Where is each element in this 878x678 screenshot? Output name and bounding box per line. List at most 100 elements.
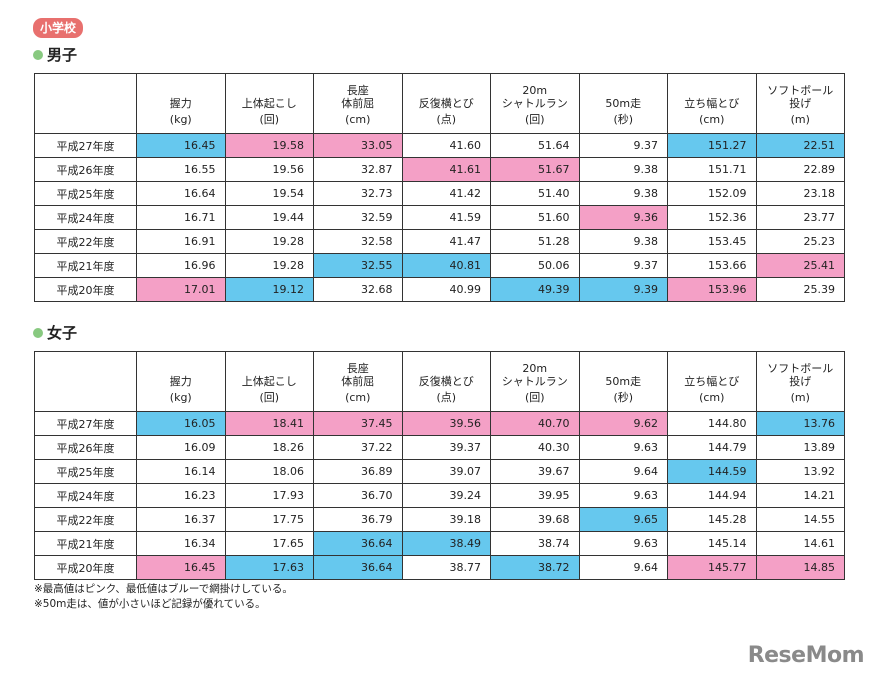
min-value-cell: 16.05 — [136, 411, 226, 436]
column-unit: (cm) — [313, 390, 403, 412]
girls-title-label: 女子 — [47, 324, 78, 342]
row-year-label: 平成22年度 — [34, 229, 137, 254]
value-cell: 19.44 — [224, 205, 314, 230]
max-value-cell: 25.41 — [755, 253, 845, 278]
value-cell: 9.37 — [578, 253, 668, 278]
value-cell: 23.18 — [755, 181, 845, 206]
row-year-label: 平成24年度 — [34, 483, 137, 508]
value-cell: 16.96 — [136, 253, 226, 278]
column-header: 20m シャトルラン — [490, 351, 580, 390]
column-header: 50m走 — [578, 73, 668, 112]
value-cell: 16.55 — [136, 157, 226, 182]
max-value-cell: 40.70 — [490, 411, 580, 436]
min-value-cell: 9.39 — [578, 277, 668, 302]
value-cell: 17.93 — [224, 483, 314, 508]
max-value-cell: 39.56 — [401, 411, 491, 436]
value-cell: 151.71 — [667, 157, 757, 182]
value-cell: 17.75 — [224, 507, 314, 532]
value-cell: 40.99 — [401, 277, 491, 302]
column-unit: (kg) — [136, 390, 226, 412]
value-cell: 152.09 — [667, 181, 757, 206]
min-value-cell: 16.45 — [136, 133, 226, 158]
value-cell: 9.38 — [578, 229, 668, 254]
column-unit: (cm) — [667, 112, 757, 134]
column-unit: (回) — [490, 390, 580, 412]
column-unit: (cm) — [667, 390, 757, 412]
column-unit: (cm) — [313, 112, 403, 134]
value-cell: 9.64 — [578, 459, 668, 484]
min-value-cell: 38.72 — [490, 555, 580, 580]
column-unit: (回) — [490, 112, 580, 134]
min-value-cell: 22.51 — [755, 133, 845, 158]
value-cell: 16.34 — [136, 531, 226, 556]
value-cell: 38.77 — [401, 555, 491, 580]
min-value-cell: 19.12 — [224, 277, 314, 302]
value-cell: 14.55 — [755, 507, 845, 532]
max-value-cell: 33.05 — [313, 133, 403, 158]
table-row: 平成20年度 16.45 17.63 36.64 38.77 38.72 9.64 145.7… — [34, 555, 845, 580]
table-row: 平成26年度 16.09 18.26 37.22 39.37 40.30 9.63 144.7… — [34, 435, 845, 460]
value-cell: 25.39 — [755, 277, 845, 302]
value-cell: 13.89 — [755, 435, 845, 460]
value-cell: 16.64 — [136, 181, 226, 206]
value-cell: 16.09 — [136, 435, 226, 460]
min-value-cell: 144.59 — [667, 459, 757, 484]
row-year-label: 平成22年度 — [34, 507, 137, 532]
value-cell: 25.23 — [755, 229, 845, 254]
max-value-cell: 41.61 — [401, 157, 491, 182]
column-unit: (m) — [755, 112, 845, 134]
value-cell: 39.24 — [401, 483, 491, 508]
max-value-cell: 37.45 — [313, 411, 403, 436]
column-header: 反復横とび — [401, 351, 491, 390]
min-value-cell: 13.76 — [755, 411, 845, 436]
column-unit: (kg) — [136, 112, 226, 134]
value-cell: 39.95 — [490, 483, 580, 508]
column-header: 50m走 — [578, 351, 668, 390]
max-value-cell: 17.01 — [136, 277, 226, 302]
value-cell: 32.73 — [313, 181, 403, 206]
table-row: 平成21年度 16.34 17.65 36.64 38.49 38.74 9.63 145.1… — [34, 531, 845, 556]
girls-fitness-table: 握力 上体起こし 長座 体前屈 反復横とび 20m シャトルラン 50m走 立ち幅とび ソフト… — [34, 351, 845, 580]
value-cell: 36.70 — [313, 483, 403, 508]
row-year-label: 平成27年度 — [34, 411, 137, 436]
value-cell: 14.61 — [755, 531, 845, 556]
column-header: 反復横とび — [401, 73, 491, 112]
value-cell: 39.18 — [401, 507, 491, 532]
max-value-cell: 18.41 — [224, 411, 314, 436]
value-cell: 144.94 — [667, 483, 757, 508]
min-value-cell: 40.81 — [401, 253, 491, 278]
table-row: 平成25年度 16.14 18.06 36.89 39.07 39.67 9.64 144.5… — [34, 459, 845, 484]
value-cell: 19.28 — [224, 253, 314, 278]
resemom-logo: ReseMom — [747, 643, 865, 668]
min-value-cell: 9.65 — [578, 507, 668, 532]
column-header: 20m シャトルラン — [490, 73, 580, 112]
school-level-badge: 小学校 — [33, 18, 84, 38]
column-header: 立ち幅とび — [667, 73, 757, 112]
header-corner-cell — [34, 73, 137, 134]
column-header: 立ち幅とび — [667, 351, 757, 390]
value-cell: 9.64 — [578, 555, 668, 580]
footnotes: ※最高値はピンク、最低値はブルーで網掛けしている。 ※50m走は、値が小さいほど… — [34, 582, 293, 612]
table-row: 平成24年度 16.71 19.44 32.59 41.59 51.60 9.36 152.3… — [34, 205, 845, 230]
value-cell: 14.21 — [755, 483, 845, 508]
column-unit: (点) — [401, 390, 491, 412]
min-value-cell: 36.64 — [313, 531, 403, 556]
value-cell: 39.07 — [401, 459, 491, 484]
value-cell: 51.28 — [490, 229, 580, 254]
value-cell: 32.59 — [313, 205, 403, 230]
value-cell: 37.22 — [313, 435, 403, 460]
value-cell: 39.37 — [401, 435, 491, 460]
column-unit: (秒) — [578, 390, 668, 412]
value-cell: 41.60 — [401, 133, 491, 158]
boys-fitness-table: 握力 上体起こし 長座 体前屈 反復横とび 20m シャトルラン 50m走 立ち幅とび ソフト… — [34, 73, 845, 302]
table-row: 平成20年度 17.01 19.12 32.68 40.99 49.39 9.39 153.9… — [34, 277, 845, 302]
value-cell: 39.67 — [490, 459, 580, 484]
max-value-cell: 19.58 — [224, 133, 314, 158]
table-row: 平成24年度 16.23 17.93 36.70 39.24 39.95 9.63 144.9… — [34, 483, 845, 508]
value-cell: 16.14 — [136, 459, 226, 484]
row-year-label: 平成25年度 — [34, 181, 137, 206]
column-header: 長座 体前屈 — [313, 351, 403, 390]
value-cell: 18.06 — [224, 459, 314, 484]
min-value-cell: 151.27 — [667, 133, 757, 158]
value-cell: 145.14 — [667, 531, 757, 556]
